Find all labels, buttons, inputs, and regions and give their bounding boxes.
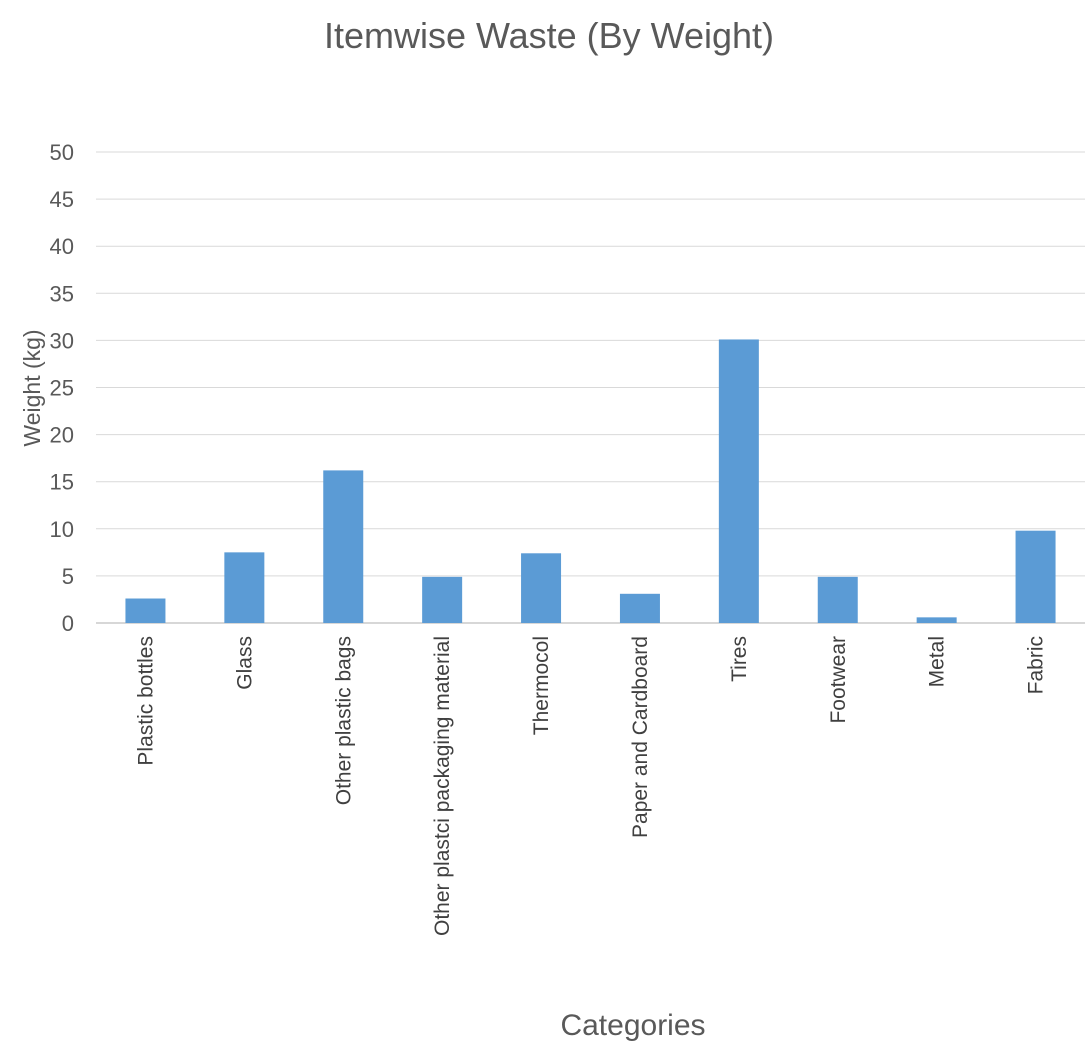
bar-plastic-bottles bbox=[125, 598, 166, 623]
y-tick-label: 35 bbox=[50, 281, 74, 306]
y-tick-label: 25 bbox=[50, 376, 74, 401]
bars bbox=[125, 339, 1056, 623]
bar-glass bbox=[224, 552, 265, 623]
bar-fabric bbox=[1015, 530, 1056, 623]
x-tick-label: Tires bbox=[728, 636, 751, 682]
x-axis-title: Categories bbox=[560, 1009, 705, 1041]
bar-other-plastic-bags bbox=[323, 470, 364, 623]
y-tick-label: 30 bbox=[50, 328, 74, 353]
bar-paper-and-cardboard bbox=[619, 593, 660, 623]
bar-thermocol bbox=[521, 553, 562, 623]
x-tick-label: Fabric bbox=[1025, 636, 1048, 694]
bar-metal bbox=[916, 617, 957, 623]
x-tick-label: Glass bbox=[233, 636, 256, 690]
x-tick-label: Thermocol bbox=[530, 636, 553, 735]
x-tick-label: Other plastic bags bbox=[332, 636, 355, 805]
x-tick-label: Footwear bbox=[827, 636, 850, 724]
y-axis-title: Weight (kg) bbox=[19, 329, 45, 446]
x-axis-category-labels: Plastic bottles Glass Other plastic bags Ot… bbox=[134, 636, 1047, 936]
bar-other-plastci-packaging-material bbox=[422, 576, 463, 623]
y-tick-label: 15 bbox=[50, 470, 74, 495]
x-tick-label: Other plastci packaging material bbox=[431, 636, 454, 936]
bar-tires bbox=[718, 339, 759, 623]
x-tick-label: Metal bbox=[926, 636, 949, 687]
y-tick-label: 0 bbox=[62, 611, 74, 636]
y-tick-label: 45 bbox=[50, 187, 74, 212]
y-axis-ticks: 0 5 10 15 20 25 30 35 40 45 50 bbox=[50, 140, 74, 636]
y-tick-label: 10 bbox=[50, 517, 74, 542]
y-tick-label: 40 bbox=[50, 234, 74, 259]
y-tick-label: 50 bbox=[50, 140, 74, 165]
y-tick-label: 20 bbox=[50, 423, 74, 448]
x-tick-label: Plastic bottles bbox=[134, 636, 157, 766]
bar-footwear bbox=[817, 576, 858, 623]
x-tick-label: Paper and Cardboard bbox=[629, 636, 652, 838]
chart-title: Itemwise Waste (By Weight) bbox=[324, 15, 774, 56]
y-tick-label: 5 bbox=[62, 564, 74, 589]
